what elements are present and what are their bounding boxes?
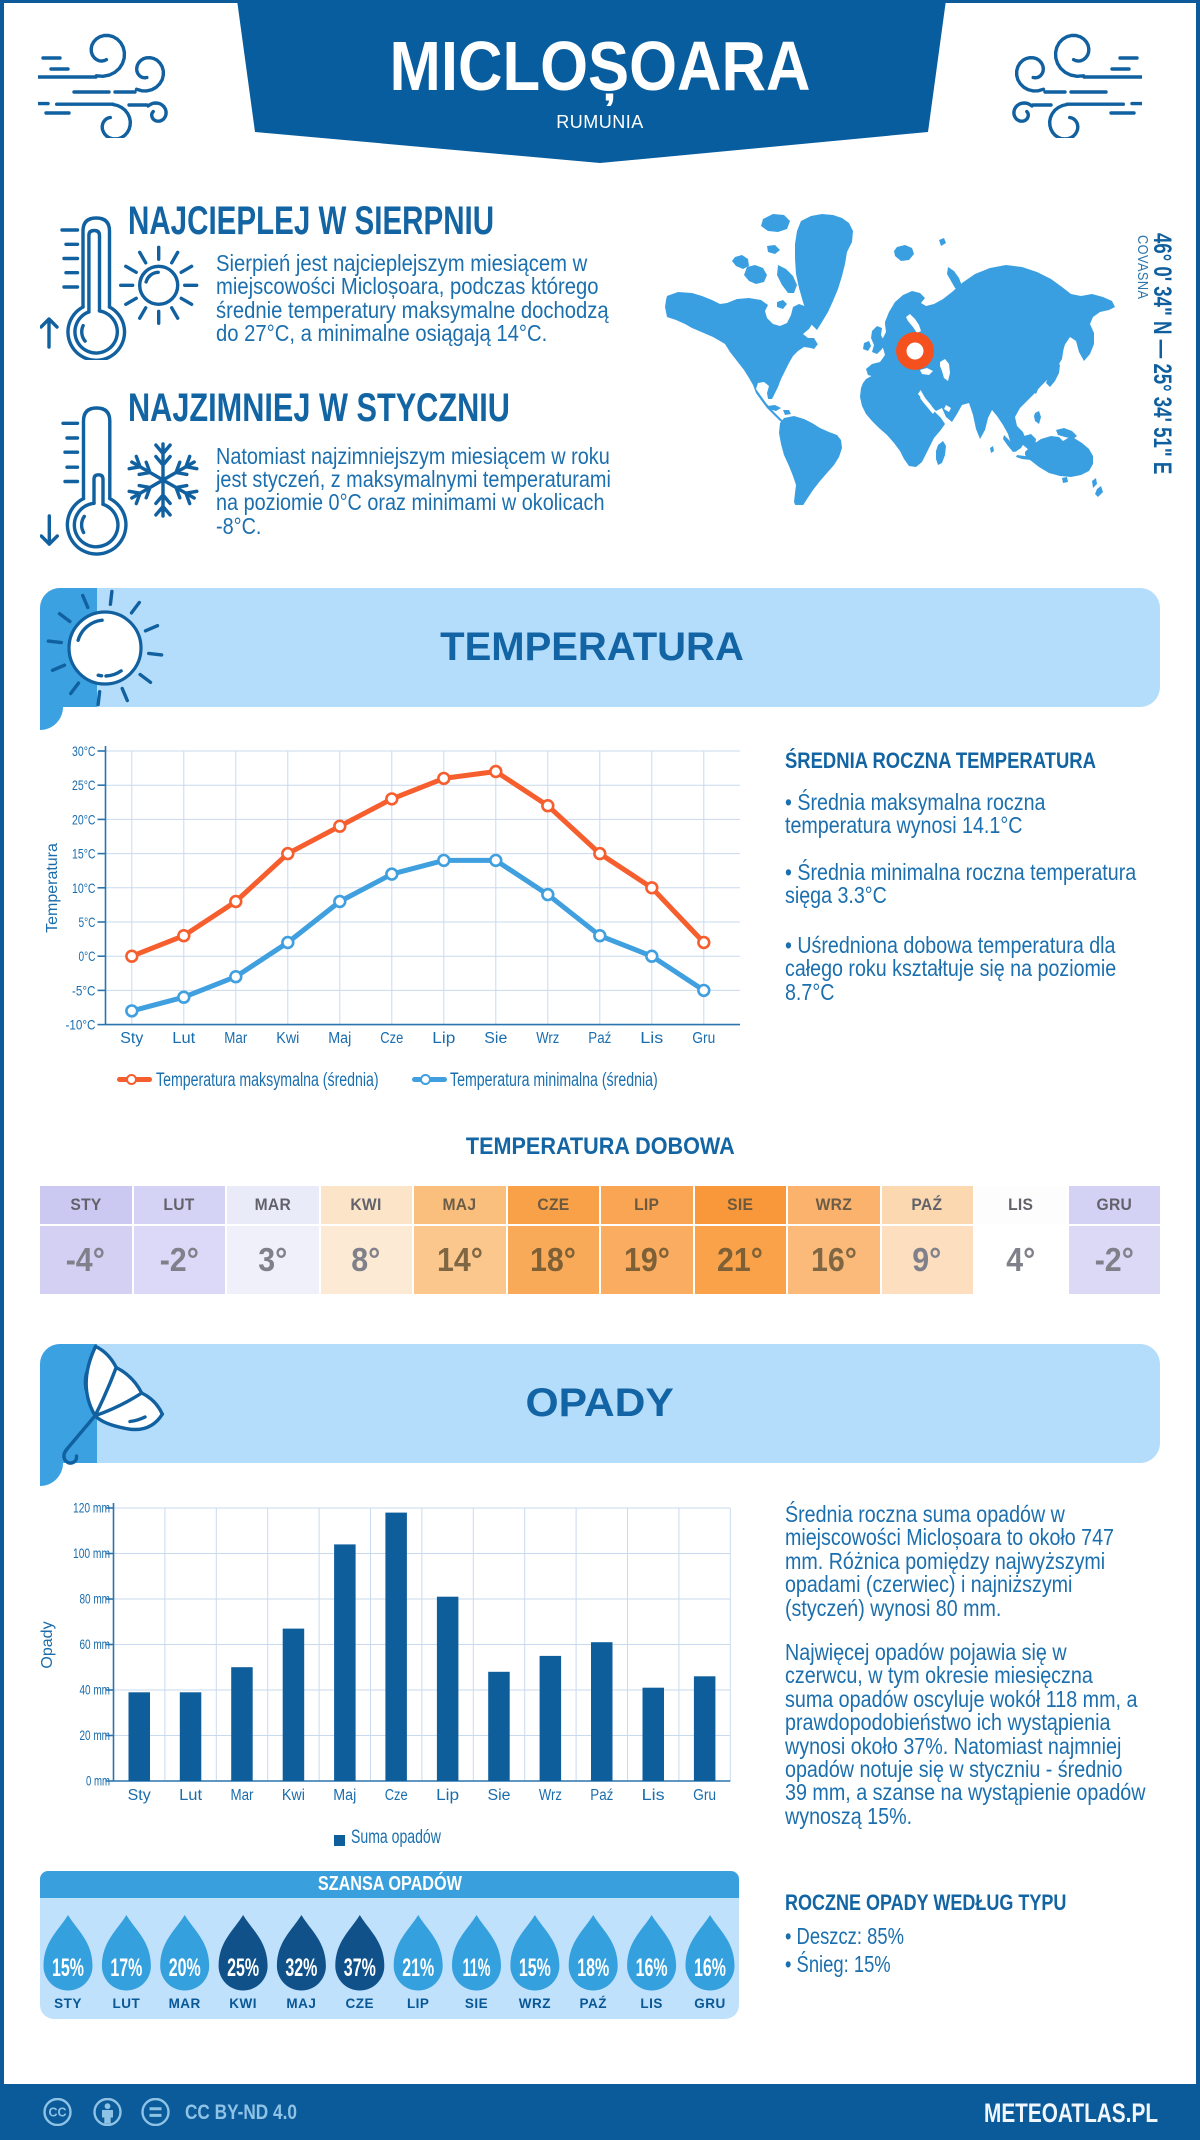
svg-text:15%: 15% [519,1954,551,1982]
svg-text:SIE: SIE [465,1996,488,2011]
svg-text:KWI: KWI [229,1996,257,2011]
svg-text:LIP: LIP [407,1996,430,2011]
svg-text:CC: CC [48,2106,66,2120]
svg-text:Lut: Lut [179,1787,203,1804]
svg-text:Lip: Lip [436,1787,459,1804]
svg-text:Opady: Opady [40,1621,56,1668]
svg-text:MAJ: MAJ [286,1996,316,2011]
svg-text:Lip: Lip [432,1030,455,1047]
svg-text:0°C: 0°C [79,948,96,964]
svg-text:16%: 16% [636,1954,668,1982]
svg-text:18%: 18% [577,1954,609,1982]
svg-text:-10°C: -10°C [66,1017,96,1033]
svg-text:16%: 16% [694,1954,726,1982]
svg-text:GRU: GRU [694,1996,726,2011]
svg-text:21%: 21% [402,1954,434,1982]
svg-text:5°C: 5°C [79,914,96,930]
svg-text:Mar: Mar [231,1787,254,1804]
svg-text:Maj: Maj [333,1787,356,1804]
svg-text:PAŹ: PAŹ [579,1996,607,2011]
svg-text:15%: 15% [52,1954,84,1982]
svg-text:Sty: Sty [128,1787,151,1804]
svg-text:17%: 17% [110,1954,142,1982]
svg-text:20°C: 20°C [72,811,96,827]
svg-text:60 mm: 60 mm [80,1636,111,1652]
svg-text:100 mm: 100 mm [73,1545,110,1561]
svg-text:Maj: Maj [328,1030,351,1047]
svg-text:Wrz: Wrz [536,1030,559,1047]
svg-text:Cze: Cze [380,1030,403,1047]
svg-text:Gru: Gru [693,1787,716,1804]
svg-text:Kwi: Kwi [282,1787,305,1804]
svg-text:Paź: Paź [590,1787,613,1804]
svg-text:Kwi: Kwi [276,1030,299,1047]
svg-text:Sie: Sie [484,1030,507,1047]
svg-text:Gru: Gru [692,1030,715,1047]
svg-text:Lis: Lis [640,1030,663,1047]
svg-text:Sie: Sie [488,1787,511,1804]
svg-text:Lis: Lis [642,1787,665,1804]
svg-text:CZE: CZE [346,1996,375,2011]
svg-text:Wrz: Wrz [539,1787,562,1804]
svg-text:25%: 25% [227,1954,259,1982]
svg-text:15°C: 15°C [72,846,96,862]
svg-text:LUT: LUT [113,1996,141,2011]
svg-text:Sty: Sty [120,1030,143,1047]
svg-text:80 mm: 80 mm [80,1591,111,1607]
svg-text:120 mm: 120 mm [73,1500,110,1516]
svg-text:30°C: 30°C [72,743,96,759]
svg-text:40 mm: 40 mm [80,1682,111,1698]
svg-text:37%: 37% [344,1954,376,1982]
svg-text:11%: 11% [463,1954,491,1982]
svg-text:Cze: Cze [385,1787,408,1804]
svg-text:20%: 20% [169,1954,201,1982]
svg-text:Lut: Lut [172,1030,196,1047]
svg-text:0 mm: 0 mm [86,1773,110,1789]
svg-text:STY: STY [54,1996,82,2011]
svg-text:25°C: 25°C [72,777,96,793]
svg-text:Paź: Paź [588,1030,611,1047]
svg-text:10°C: 10°C [72,880,96,896]
svg-text:-5°C: -5°C [72,982,96,998]
svg-text:Temperatura: Temperatura [44,843,61,933]
svg-text:MAR: MAR [169,1996,201,2011]
svg-text:20 mm: 20 mm [80,1727,111,1743]
svg-text:LIS: LIS [640,1996,663,2011]
svg-text:Mar: Mar [224,1030,247,1047]
svg-text:WRZ: WRZ [519,1996,551,2011]
svg-text:32%: 32% [285,1954,317,1982]
